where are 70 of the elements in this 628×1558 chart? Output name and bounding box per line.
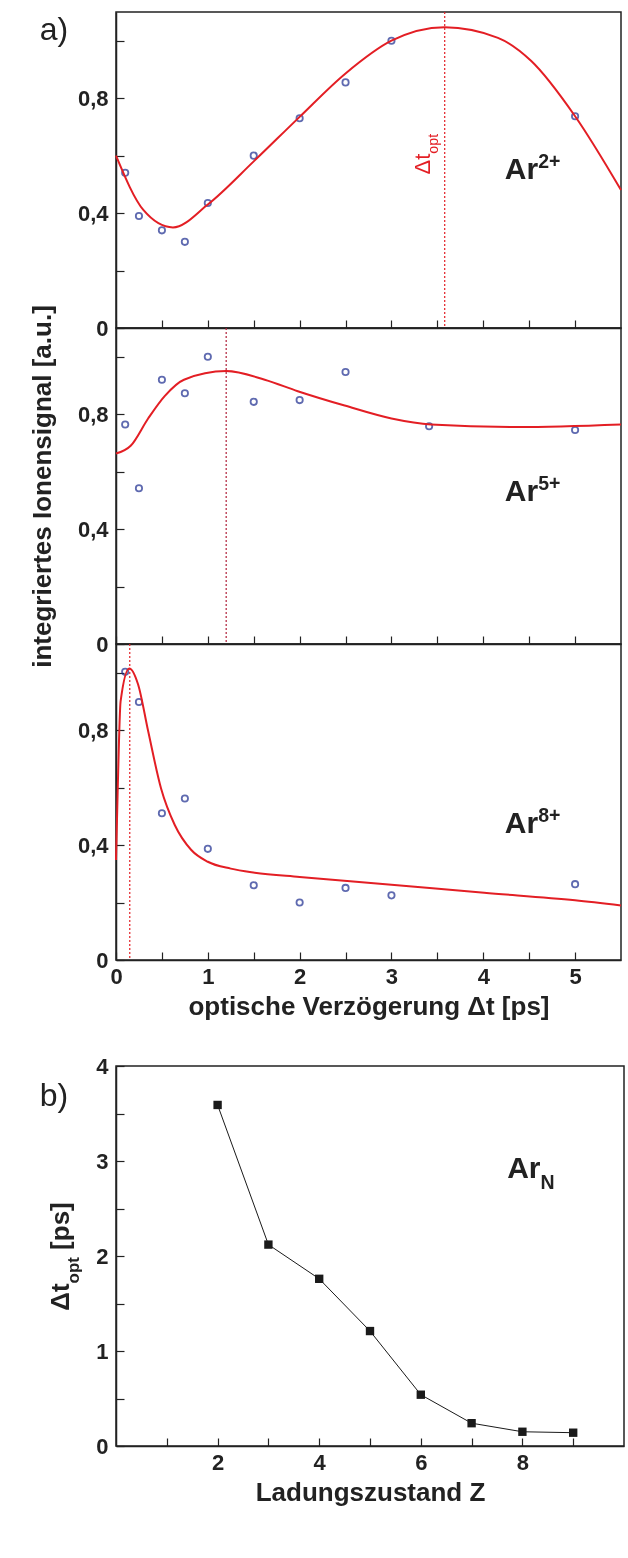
x-axis-title: optische Verzögerung Δt [ps] xyxy=(188,990,550,1021)
point xyxy=(341,78,350,87)
point xyxy=(180,794,189,803)
point xyxy=(249,151,258,160)
point xyxy=(264,1240,273,1249)
point xyxy=(157,375,166,384)
point xyxy=(569,1428,578,1437)
y-tick-label: 0 xyxy=(96,1433,109,1459)
x-tick-label: 2 xyxy=(211,1449,225,1475)
point xyxy=(341,367,350,377)
x-tick-label: 4 xyxy=(313,1449,327,1475)
text: b) xyxy=(39,1077,69,1113)
x-tick-label: 2 xyxy=(294,963,307,989)
y-tick-label: 0 xyxy=(96,947,109,973)
point xyxy=(416,1390,425,1399)
point xyxy=(387,36,396,45)
y-tick-label: 2 xyxy=(96,1243,109,1269)
x-tick-label: 6 xyxy=(415,1449,428,1475)
x-tick-label: 5 xyxy=(569,963,582,989)
point xyxy=(341,883,350,892)
point xyxy=(203,198,212,208)
y-tick-label: 0,4 xyxy=(77,832,110,858)
point xyxy=(571,112,580,121)
point xyxy=(365,1326,375,1336)
annotation: Ar$_{N}$ xyxy=(507,1150,555,1193)
point xyxy=(203,352,212,361)
point xyxy=(213,1100,222,1110)
point xyxy=(121,168,130,177)
y-tick-label: 0,4 xyxy=(77,516,110,542)
point xyxy=(387,891,396,900)
y-tick-label: 3 xyxy=(96,1148,109,1174)
point xyxy=(121,667,130,676)
point xyxy=(518,1427,527,1436)
point xyxy=(180,389,189,398)
point xyxy=(249,881,258,890)
point xyxy=(157,809,166,818)
y-tick-label: 0,4 xyxy=(77,200,110,226)
point xyxy=(295,898,304,907)
y-tick-label: 0,8 xyxy=(77,717,109,743)
annotation: Ar$^{8+}$ xyxy=(504,804,561,840)
point xyxy=(249,397,258,406)
x-tick-label: 8 xyxy=(516,1449,530,1475)
point xyxy=(134,211,144,221)
x-axis-title: Ladungszustand Z xyxy=(255,1476,486,1507)
annotation: Ar$^{5+}$ xyxy=(504,472,561,508)
x-tick-label: 4 xyxy=(477,963,491,989)
point xyxy=(425,422,434,431)
point xyxy=(315,1274,324,1283)
x-tick-label: 1 xyxy=(202,963,215,989)
y-tick-label: 1 xyxy=(96,1338,109,1364)
point xyxy=(121,420,130,429)
point xyxy=(157,226,166,235)
point xyxy=(571,880,580,889)
point xyxy=(295,396,304,405)
point xyxy=(203,844,212,853)
point xyxy=(134,697,144,707)
y-tick-label: 0,8 xyxy=(77,401,109,427)
point xyxy=(467,1419,476,1428)
y-axis-title: integriertes Ionensignal [a.u.] xyxy=(26,305,57,668)
y-tick-label: 0 xyxy=(96,315,109,341)
line-series xyxy=(115,370,622,455)
x-tick-label: 3 xyxy=(385,963,399,989)
y-tick-label: 0,8 xyxy=(77,85,109,111)
text: a) xyxy=(39,11,69,47)
point xyxy=(295,114,304,123)
y-tick-label: 0 xyxy=(96,631,109,657)
annotation: Ar$^{2+}$ xyxy=(504,150,561,185)
y-tick-label: 4 xyxy=(96,1053,110,1079)
point xyxy=(134,484,144,493)
point xyxy=(180,237,189,246)
